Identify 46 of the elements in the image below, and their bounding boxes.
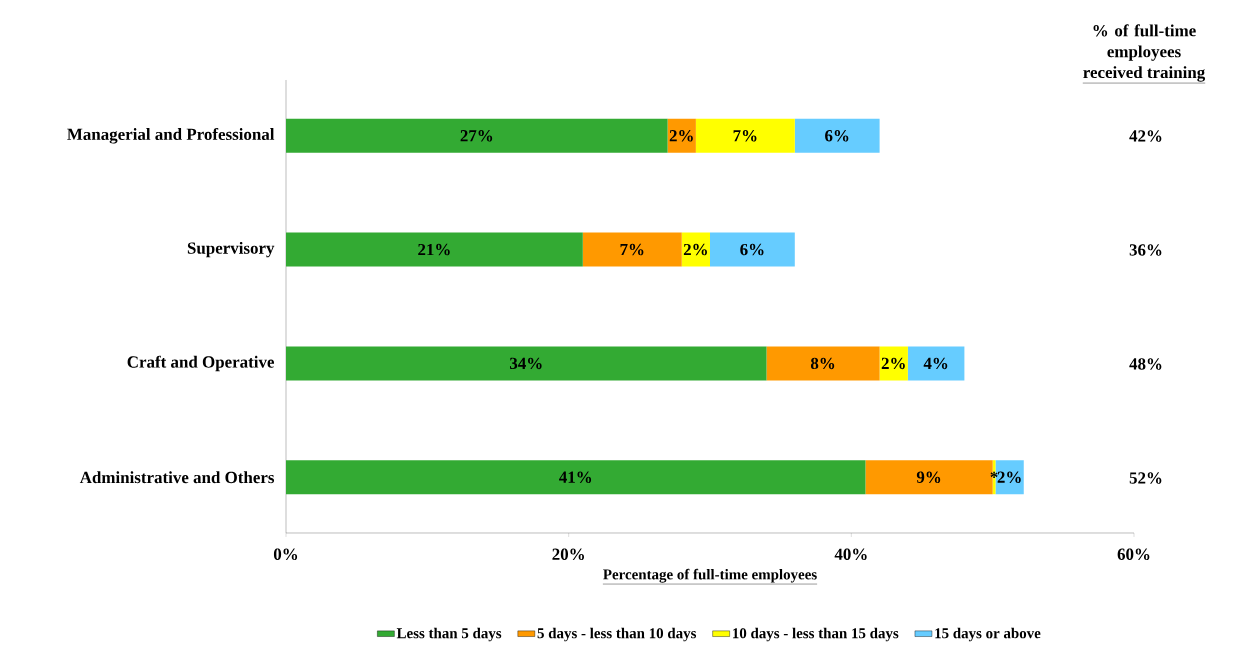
data-label: 7% (733, 130, 757, 142)
y-tick-label: Supervisory (187, 241, 275, 258)
annotation: received training (1083, 66, 1206, 82)
bar (710, 232, 795, 267)
annotation: 52% (1129, 472, 1162, 484)
annotation: 48% (1129, 358, 1162, 370)
data-label: 2% (683, 243, 707, 256)
annotation: 42% (1129, 130, 1162, 142)
data-label: 6% (740, 243, 764, 256)
bar (766, 346, 880, 381)
data-label: 4% (923, 357, 948, 370)
legend-label: 10 days - less than 15 days (733, 627, 899, 642)
data-label: 21% (418, 243, 450, 256)
legend-label: 5 days - less than 10 days (537, 627, 697, 642)
x-tick-label: 40% (834, 548, 867, 560)
data-label: 34% (509, 357, 542, 370)
legend-label: 15 days or above (935, 627, 1041, 642)
y-tick-label: Managerial and Professional (67, 127, 275, 144)
bar (695, 118, 795, 153)
x-tick-label: 60% (1117, 548, 1150, 560)
legend-label: Less than 5 days (396, 627, 502, 642)
data-label: 2% (881, 357, 905, 370)
bar (681, 232, 710, 267)
data-label: 41% (559, 471, 592, 483)
bar (794, 118, 880, 153)
bar (667, 118, 696, 153)
bar (286, 346, 767, 381)
x-axis-title: Percentage of full-time employees (603, 568, 817, 583)
bar (582, 232, 682, 267)
data-label: 6% (825, 130, 849, 142)
bar (286, 118, 668, 153)
data-label: 8% (810, 357, 835, 370)
y-tick-label: Craft and Operative (127, 355, 275, 372)
bar (286, 460, 866, 495)
bar (286, 232, 583, 267)
y-tick-label: Administrative and Others (79, 471, 275, 484)
data-label: 2% (669, 130, 693, 142)
x-tick-label: 0% (273, 548, 298, 560)
x-tick-label: 20% (552, 548, 585, 560)
bar (907, 346, 965, 381)
data-label: 7% (620, 243, 644, 256)
data-label: 9% (916, 471, 941, 483)
bar (879, 346, 908, 381)
data-label: 2% (997, 471, 1021, 483)
data-label: 27% (460, 130, 493, 142)
annotation: 36% (1129, 244, 1162, 256)
